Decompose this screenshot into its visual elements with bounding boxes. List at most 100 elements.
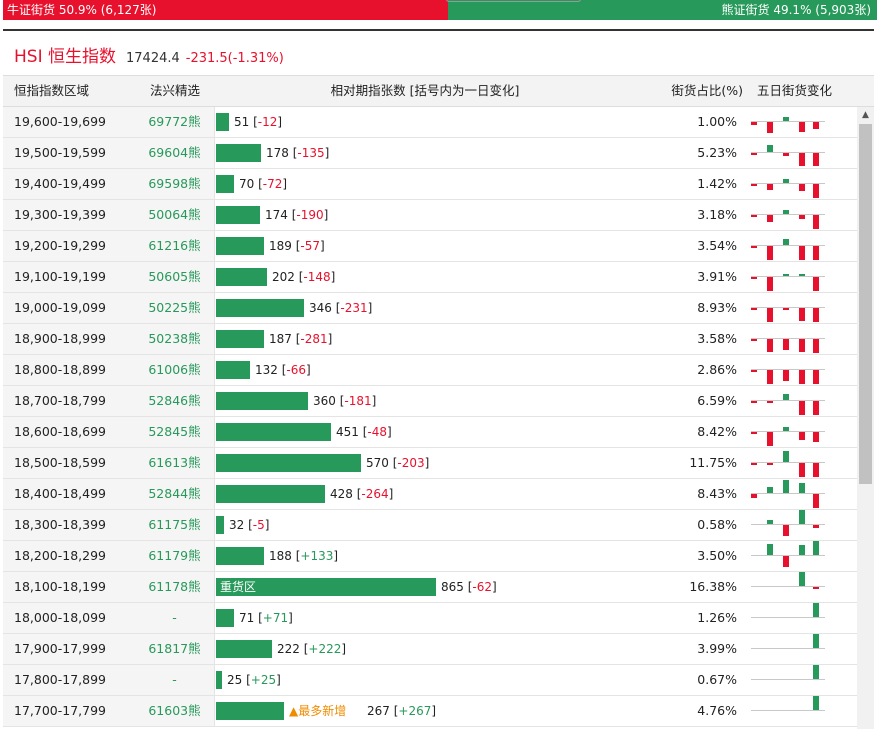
table-row: 19,200-19,299 61216熊 189 [-57] 3.54% [3, 231, 874, 262]
quantity-cell: 187 [-281] [215, 324, 665, 354]
header-five-day-change: 五日街货变化 [757, 83, 833, 98]
delta-bracket-open: [ [294, 270, 304, 284]
warrant-code-link[interactable]: 69598熊 [135, 169, 215, 199]
five-day-sparkline [751, 510, 825, 540]
quantity-value: 570 [366, 456, 389, 470]
quantity-cell: 25 [+25] [215, 665, 665, 695]
range-cell: 19,300-19,399 [3, 200, 135, 230]
vertical-scrollbar[interactable]: ▲ [857, 107, 874, 729]
delta-bracket-open: [ [254, 611, 263, 625]
sparkline-bar [767, 370, 773, 384]
quantity-count: 178 [-135] [266, 138, 329, 168]
warrant-code-link[interactable]: 61175熊 [135, 510, 215, 540]
sparkline-bar [767, 487, 773, 493]
delta-bracket-close: ] [277, 115, 283, 129]
quantity-bar [216, 268, 267, 286]
warrant-code-link[interactable]: 61006熊 [135, 355, 215, 385]
daily-delta: -203 [397, 456, 425, 470]
sparkline-baseline [751, 214, 825, 215]
warrant-code-link: - [135, 603, 215, 633]
five-day-sparkline [751, 541, 825, 571]
warrant-code-link[interactable]: 61817熊 [135, 634, 215, 664]
sparkline-baseline [751, 710, 825, 711]
sparkline-bar [751, 184, 757, 186]
warrant-code-link[interactable]: 61178熊 [135, 572, 215, 602]
table-row: 19,500-19,599 69604熊 178 [-135] 5.23% [3, 138, 874, 169]
sparkline-bar [813, 696, 819, 710]
delta-bracket-close: ] [341, 642, 347, 656]
five-day-sparkline [751, 696, 825, 726]
sparkline-bar [799, 122, 805, 132]
quantity-cell: 428 [-264] [215, 479, 665, 509]
quantity-bar [216, 671, 222, 689]
range-cell: 19,100-19,199 [3, 262, 135, 292]
share-percent-cell: 8.93% [697, 300, 737, 315]
sparkline-bar [813, 665, 819, 679]
share-percent-cell: 8.43% [697, 486, 737, 501]
delta-bracket-open: [ [254, 177, 263, 191]
delta-bracket-close: ] [276, 673, 281, 687]
quantity-bar [216, 392, 308, 410]
header-divider [3, 29, 874, 31]
quantity-bar [216, 702, 284, 720]
quantity-bar [216, 454, 361, 472]
sparkline-bar [813, 370, 819, 384]
sparkline-bar [813, 153, 819, 166]
scroll-up-arrow-icon[interactable]: ▲ [862, 110, 869, 120]
quantity-value: 189 [269, 239, 292, 253]
sparkline-bar [751, 277, 757, 279]
daily-delta: +71 [262, 611, 289, 625]
quantity-cell: ▲最多新增 267 [+267] [215, 696, 665, 726]
warrant-code-link[interactable]: 50238熊 [135, 324, 215, 354]
five-day-sparkline-cell [745, 665, 874, 695]
table-row: 19,100-19,199 50605熊 202 [-148] 3.91% [3, 262, 874, 293]
quantity-count: 428 [-264] [330, 479, 393, 509]
warrant-code-link[interactable]: 50225熊 [135, 293, 215, 323]
warrant-code-link[interactable]: 52845熊 [135, 417, 215, 447]
ratio-midpoint-marker [446, 0, 581, 2]
sparkline-bar [813, 215, 819, 229]
share-percent-cell: 8.42% [697, 424, 737, 439]
warrant-code-link[interactable]: 61216熊 [135, 231, 215, 261]
warrant-code-link[interactable]: 69604熊 [135, 138, 215, 168]
sparkline-bar [799, 153, 805, 166]
five-day-sparkline-cell [745, 572, 874, 602]
bull-bear-ratio-bar: 牛证街货 50.9% (6,127张) 熊证街货 49.1% (5,903张) [3, 0, 877, 20]
delta-bracket-open: [ [388, 456, 398, 470]
quantity-cell: 32 [-5] [215, 510, 665, 540]
sparkline-bar [767, 463, 773, 465]
sparkline-bar [813, 494, 819, 508]
quantity-value: 865 [441, 580, 464, 594]
delta-bracket-close: ] [387, 425, 392, 439]
five-day-sparkline-cell [745, 355, 874, 385]
table-row: 18,700-18,799 52846熊 360 [-181] 6.59% [3, 386, 874, 417]
warrant-code-link[interactable]: 61179熊 [135, 541, 215, 571]
five-day-sparkline [751, 386, 825, 416]
warrant-code-link[interactable]: 69772熊 [135, 107, 215, 137]
warrant-code-link[interactable]: 52844熊 [135, 479, 215, 509]
delta-bracket-open: [ [352, 487, 362, 501]
most-added-tag: ▲最多新增 [289, 704, 347, 718]
warrant-code-link[interactable]: 52846熊 [135, 386, 215, 416]
quantity-bar [216, 609, 234, 627]
sparkline-bar [783, 153, 789, 156]
heavy-zone-tag: 重货区 [220, 580, 257, 594]
warrant-code-link[interactable]: 50064熊 [135, 200, 215, 230]
cbbc-distribution-table: 恒指指数区域 法兴精选 相对期指张数 [括号内为一日变化] 街货占比(%) 五日… [3, 75, 874, 727]
range-cell: 18,000-18,099 [3, 603, 135, 633]
scrollbar-thumb[interactable] [859, 124, 872, 484]
delta-bracket-open: [ [291, 332, 301, 346]
warrant-code-link[interactable]: 61603熊 [135, 696, 215, 726]
warrant-code-link[interactable]: 50605熊 [135, 262, 215, 292]
sparkline-baseline [751, 338, 825, 339]
sparkline-baseline [751, 462, 825, 463]
quantity-value: 222 [277, 642, 300, 656]
daily-delta: -66 [286, 363, 307, 377]
sparkline-bar [813, 541, 819, 555]
sparkline-bar [783, 480, 789, 493]
sparkline-baseline [751, 183, 825, 184]
index-name: HSI 恒生指数 [14, 47, 116, 67]
warrant-code-link[interactable]: 61613熊 [135, 448, 215, 478]
quantity-cell: 222 [+222] [215, 634, 665, 664]
sparkline-bar [783, 239, 789, 245]
